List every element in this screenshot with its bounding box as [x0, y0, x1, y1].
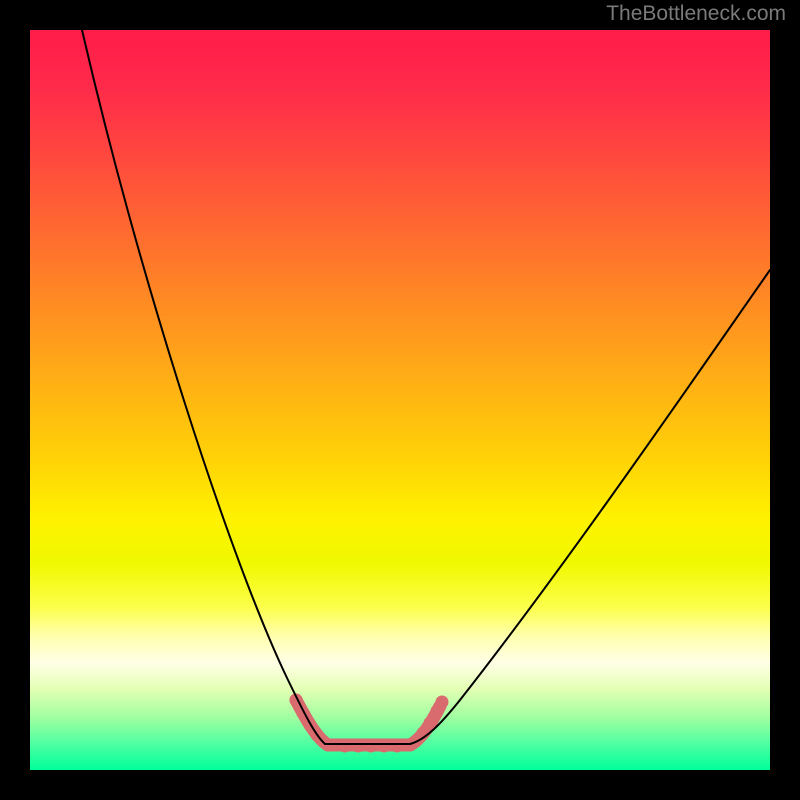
highlight-dot: [436, 696, 449, 709]
highlight-dot: [378, 740, 391, 753]
plot-background-gradient: [30, 30, 770, 770]
chart-container: TheBottleneck.com: [0, 0, 800, 800]
bottleneck-chart: [0, 0, 800, 800]
highlight-dot: [352, 740, 365, 753]
highlight-dot: [391, 740, 404, 753]
highlight-dot: [365, 740, 378, 753]
highlight-dot: [339, 740, 352, 753]
